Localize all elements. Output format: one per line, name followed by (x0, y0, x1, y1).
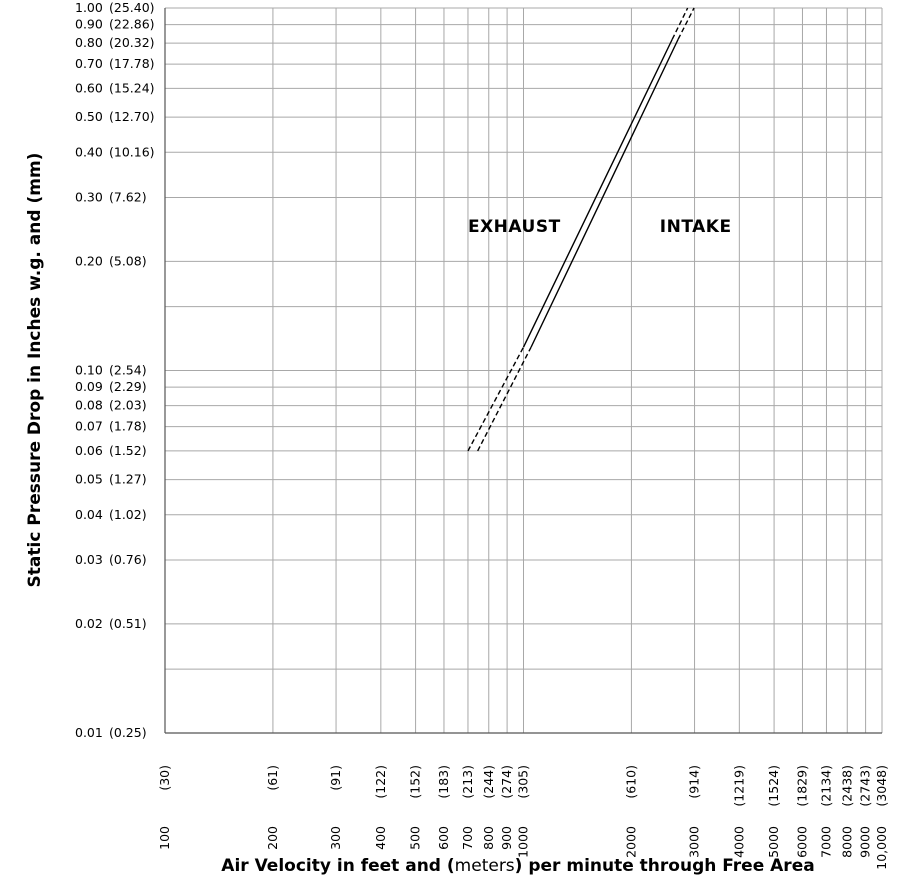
series-intake-dashed-low (477, 346, 532, 452)
plot-frame (164, 8, 882, 734)
y-tick-label-12: 0.08 (75, 398, 103, 413)
x-tick-label-4: 500 (408, 826, 423, 850)
x-tick-label-1: 200 (265, 826, 280, 850)
y-tick-metric-5: (12.70) (109, 109, 155, 124)
y-tick-metric-13: (1.78) (109, 419, 147, 434)
annotation-exhaust: EXHAUST (468, 217, 561, 237)
x-tick-metric-14: (1829) (794, 765, 809, 807)
y-tick-metric-16: (1.02) (109, 507, 147, 522)
x-tick-metric-2: (91) (328, 765, 343, 791)
x-tick-label-8: 900 (499, 826, 514, 850)
y-tick-label-13: 0.07 (75, 419, 103, 434)
y-tick-label-6: 0.40 (75, 144, 103, 159)
y-tick-metric-7: (7.62) (109, 190, 147, 205)
x-tick-label-13: 5000 (766, 826, 781, 858)
x-tick-label-7: 800 (481, 826, 496, 850)
series-intake-solid (530, 38, 679, 348)
x-tick-metric-0: (30) (157, 765, 172, 791)
y-tick-label-11: 0.09 (75, 379, 103, 394)
x-tick-metric-5: (183) (436, 765, 451, 799)
x-tick-label-18: 10,000 (874, 826, 889, 870)
y-tick-metric-0: (25.40) (109, 0, 155, 15)
x-tick-label-11: 3000 (687, 826, 702, 858)
annotations: EXHAUST INTAKE (468, 217, 732, 237)
x-tick-label-17: 9000 (858, 826, 873, 858)
y-tick-metric-6: (10.16) (109, 144, 155, 159)
y-tick-metric-12: (2.03) (109, 398, 147, 413)
y-tick-metric-14: (1.52) (109, 443, 147, 458)
y-tick-label-2: 0.80 (75, 35, 103, 50)
x-axis-label-start: Air Velocity in feet and ( (221, 856, 454, 876)
x-tick-label-15: 7000 (818, 826, 833, 858)
x-tick-metric-1: (61) (265, 765, 280, 791)
x-axis-label-unit: meters (455, 856, 515, 876)
y-tick-label-14: 0.06 (75, 443, 103, 458)
y-tick-labels: 1.00 (25.40) 0.90 (22.86) 0.80 (20.32) 0.70 (17… (75, 0, 155, 740)
x-tick-metric-8: (274) (499, 765, 514, 799)
x-tick-label-16: 8000 (839, 826, 854, 858)
x-tick-label-9: 1000 (516, 826, 531, 858)
y-tick-metric-2: (20.32) (109, 35, 155, 50)
y-tick-label-3: 0.70 (75, 56, 103, 71)
y-tick-metric-1: (22.86) (109, 17, 155, 32)
y-tick-metric-20: (0.25) (109, 725, 147, 740)
series-exhaust-dashed-low (467, 346, 525, 452)
y-tick-metric-18: (0.51) (109, 616, 147, 631)
x-tick-label-12: 4000 (731, 826, 746, 858)
y-tick-label-10: 0.10 (75, 363, 103, 378)
x-tick-metric-7: (244) (481, 765, 496, 799)
y-tick-metric-11: (2.29) (109, 379, 147, 394)
x-axis-label-end: ) per minute through Free Area (515, 856, 815, 876)
x-tick-metric-4: (152) (408, 765, 423, 799)
y-tick-metric-8: (5.08) (109, 253, 147, 268)
y-tick-label-4: 0.60 (75, 80, 103, 95)
x-tick-metric-17: (2743) (858, 765, 873, 807)
y-tick-label-7: 0.30 (75, 190, 103, 205)
y-tick-metric-4: (15.24) (109, 80, 155, 95)
x-tick-label-0: 100 (157, 826, 172, 850)
x-tick-label-2: 300 (328, 826, 343, 850)
x-tick-metric-15: (2134) (818, 765, 833, 807)
y-tick-label-16: 0.04 (75, 507, 103, 522)
x-tick-metric-10: (610) (623, 765, 638, 799)
x-tick-metric-13: (1524) (766, 765, 781, 807)
x-tick-metric-18: (3048) (874, 765, 889, 807)
x-axis-label: Air Velocity in feet and (meters) per mi… (221, 856, 814, 876)
series-intake-dashed-high (677, 7, 695, 40)
y-tick-label-20: 0.01 (75, 725, 103, 740)
x-tick-metric-3: (122) (373, 765, 388, 799)
annotation-intake: INTAKE (660, 217, 732, 237)
y-tick-metric-17: (0.76) (109, 552, 147, 567)
y-tick-metric-15: (1.27) (109, 472, 147, 487)
x-tick-metric-12: (1219) (731, 765, 746, 807)
y-tick-label-17: 0.03 (75, 552, 103, 567)
y-tick-label-15: 0.05 (75, 472, 103, 487)
series-exhaust-dashed-high (671, 7, 689, 40)
x-tick-label-10: 2000 (623, 826, 638, 858)
series-exhaust-solid (522, 38, 673, 348)
x-tick-label-6: 700 (460, 826, 475, 850)
x-tick-label-3: 400 (373, 826, 388, 850)
x-tick-label-14: 6000 (794, 826, 809, 858)
x-tick-metric-6: (213) (460, 765, 475, 799)
x-tick-label-5: 600 (436, 826, 451, 850)
x-tick-metric-11: (914) (687, 765, 702, 799)
y-tick-label-5: 0.50 (75, 109, 103, 124)
grid (164, 7, 883, 734)
series-lines (467, 7, 695, 452)
y-tick-label-18: 0.02 (75, 616, 103, 631)
y-tick-metric-10: (2.54) (109, 363, 147, 378)
x-tick-metric-16: (2438) (839, 765, 854, 807)
y-tick-metric-3: (17.78) (109, 56, 155, 71)
x-tick-metric-9: (305) (516, 765, 531, 799)
y-tick-label-1: 0.90 (75, 17, 103, 32)
y-tick-label-8: 0.20 (75, 253, 103, 268)
x-tick-labels: (30) 100 (61) 200 (91) 300 (122) 400 (152) 500 (18… (157, 765, 889, 870)
y-axis-label: Static Pressure Drop in Inches w.g. and … (25, 153, 45, 588)
y-tick-label-0: 1.00 (75, 0, 103, 15)
